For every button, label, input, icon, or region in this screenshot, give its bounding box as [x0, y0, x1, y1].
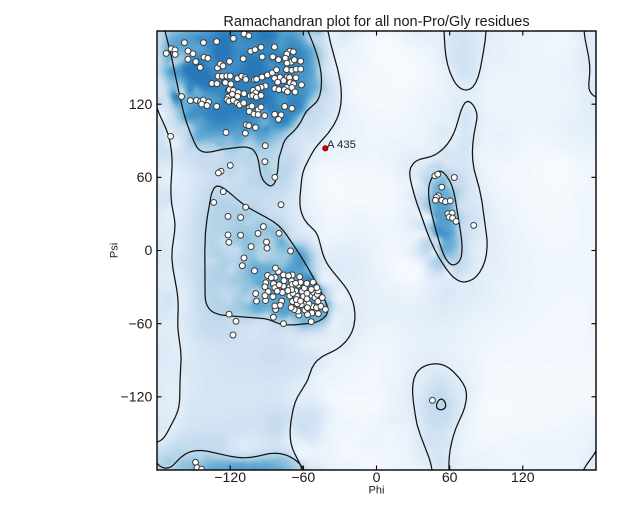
svg-text:−120: −120: [121, 389, 153, 405]
svg-text:−120: −120: [214, 469, 246, 485]
svg-text:0: 0: [373, 469, 381, 485]
svg-text:120: 120: [129, 96, 153, 112]
svg-text:0: 0: [144, 242, 152, 258]
svg-text:A 435: A 435: [327, 139, 356, 151]
svg-text:60: 60: [442, 469, 458, 485]
svg-text:120: 120: [511, 469, 535, 485]
svg-text:Psi: Psi: [109, 243, 121, 258]
svg-text:Ramachandran plot for all non-: Ramachandran plot for all non-Pro/Gly re…: [223, 14, 529, 30]
svg-text:Phi: Phi: [369, 485, 385, 497]
svg-text:60: 60: [137, 169, 153, 185]
svg-text:−60: −60: [128, 315, 152, 331]
svg-text:−60: −60: [291, 469, 315, 485]
